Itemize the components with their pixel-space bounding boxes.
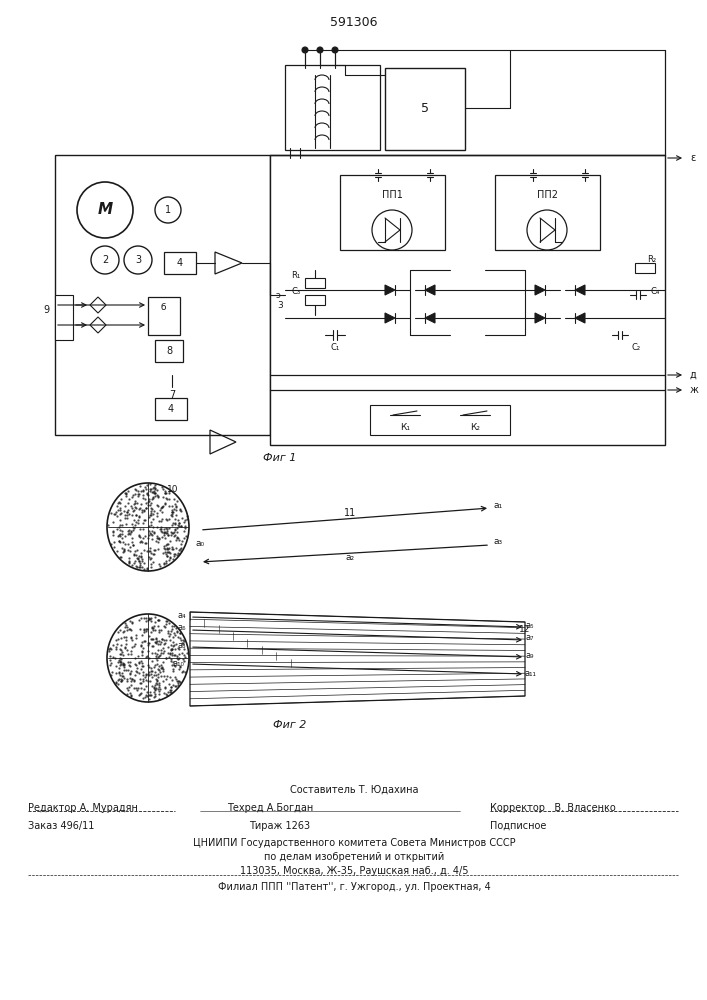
Text: 4: 4 [177, 258, 183, 268]
Circle shape [302, 47, 308, 53]
Text: э: э [276, 290, 281, 300]
Text: 11: 11 [344, 508, 356, 518]
Bar [155, 398, 187, 420]
Text: ПП1: ПП1 [382, 190, 402, 200]
Text: a₂: a₂ [346, 554, 355, 562]
Text: 12: 12 [520, 626, 531, 635]
Text: 8: 8 [166, 346, 172, 356]
Circle shape [527, 210, 567, 250]
Text: Фиг 1: Фиг 1 [263, 453, 297, 463]
Circle shape [124, 246, 152, 274]
Bar [385, 68, 465, 150]
Text: 7: 7 [169, 390, 175, 400]
Polygon shape [385, 313, 395, 323]
Text: ε: ε [690, 153, 696, 163]
Circle shape [417, 412, 423, 418]
Text: ж: ж [690, 385, 699, 395]
Text: 5: 5 [421, 102, 429, 114]
Text: a₁₁: a₁₁ [524, 670, 536, 678]
Text: C₄: C₄ [650, 288, 660, 296]
Circle shape [155, 197, 181, 223]
Text: a₈: a₈ [177, 641, 186, 650]
Text: по делам изобретений и открытий: по делам изобретений и открытий [264, 852, 444, 862]
Bar [148, 297, 180, 335]
Bar [55, 295, 73, 340]
Circle shape [91, 246, 119, 274]
Text: a₉: a₉ [526, 650, 534, 660]
Text: Составитель Т. Юдахина: Составитель Т. Юдахина [290, 785, 419, 795]
Circle shape [77, 182, 133, 238]
Text: Заказ 496/11: Заказ 496/11 [28, 821, 94, 831]
Circle shape [487, 412, 493, 418]
Polygon shape [575, 313, 585, 323]
Text: Фиг 2: Фиг 2 [274, 720, 307, 730]
Text: 591306: 591306 [330, 15, 378, 28]
Text: 9: 9 [43, 305, 49, 315]
Text: К₂: К₂ [470, 422, 480, 432]
Text: К₁: К₁ [400, 422, 410, 432]
Text: 3: 3 [277, 300, 283, 310]
Text: a₅: a₅ [526, 620, 534, 630]
Text: a₆: a₆ [177, 624, 186, 633]
Polygon shape [535, 313, 545, 323]
Circle shape [317, 47, 323, 53]
Bar [370, 405, 510, 435]
Text: a₁: a₁ [493, 500, 503, 510]
Text: Филиал ППП ''Патент'', г. Ужгород., ул. Проектная, 4: Филиал ППП ''Патент'', г. Ужгород., ул. … [218, 882, 491, 892]
Text: a₀: a₀ [195, 538, 204, 548]
Bar [55, 155, 270, 435]
Circle shape [372, 210, 412, 250]
Polygon shape [575, 285, 585, 295]
Text: C₃: C₃ [291, 288, 300, 296]
Circle shape [457, 412, 463, 418]
Text: R₂: R₂ [648, 255, 657, 264]
Text: б: б [160, 304, 165, 312]
Bar [285, 65, 380, 150]
Text: a₇: a₇ [526, 634, 534, 643]
Ellipse shape [107, 614, 189, 702]
Bar [155, 340, 183, 362]
Text: ЦНИИПИ Государственного комитета Совета Министров СССР: ЦНИИПИ Государственного комитета Совета … [193, 838, 515, 848]
Bar [164, 252, 196, 274]
Text: 3: 3 [135, 255, 141, 265]
Text: a₄: a₄ [177, 610, 187, 619]
Text: ПП2: ПП2 [537, 190, 558, 200]
Text: 4: 4 [168, 404, 174, 414]
Polygon shape [385, 285, 395, 295]
Text: Корректор   В. Власенко: Корректор В. Власенко [490, 803, 616, 813]
Text: М: М [98, 202, 112, 218]
Bar [270, 155, 665, 445]
Bar [340, 175, 445, 250]
Circle shape [332, 47, 338, 53]
Text: C₂: C₂ [631, 344, 641, 353]
Polygon shape [425, 285, 435, 295]
Text: Тираж 1263: Тираж 1263 [250, 821, 310, 831]
Text: a₁₀: a₁₀ [172, 660, 184, 668]
Text: Техред А.Богдан: Техред А.Богдан [227, 803, 313, 813]
Text: 113035, Москва, Ж-35, Раушская наб., д. 4/5: 113035, Москва, Ж-35, Раушская наб., д. … [240, 866, 468, 876]
Bar [305, 278, 325, 288]
Text: 10: 10 [168, 486, 179, 494]
Bar [495, 175, 600, 250]
Text: C₁: C₁ [330, 344, 339, 353]
Polygon shape [190, 612, 525, 706]
Bar [635, 263, 655, 273]
Polygon shape [425, 313, 435, 323]
Text: a₃: a₃ [493, 538, 503, 546]
Text: 2: 2 [102, 255, 108, 265]
Circle shape [387, 412, 393, 418]
Bar [305, 295, 325, 305]
Polygon shape [535, 285, 545, 295]
Text: Подписное: Подписное [490, 821, 547, 831]
Text: Редактор А. Мурадян: Редактор А. Мурадян [28, 803, 138, 813]
Text: 1: 1 [165, 205, 171, 215]
Text: R₁: R₁ [291, 270, 300, 279]
Ellipse shape [107, 483, 189, 571]
Text: д: д [690, 370, 697, 380]
